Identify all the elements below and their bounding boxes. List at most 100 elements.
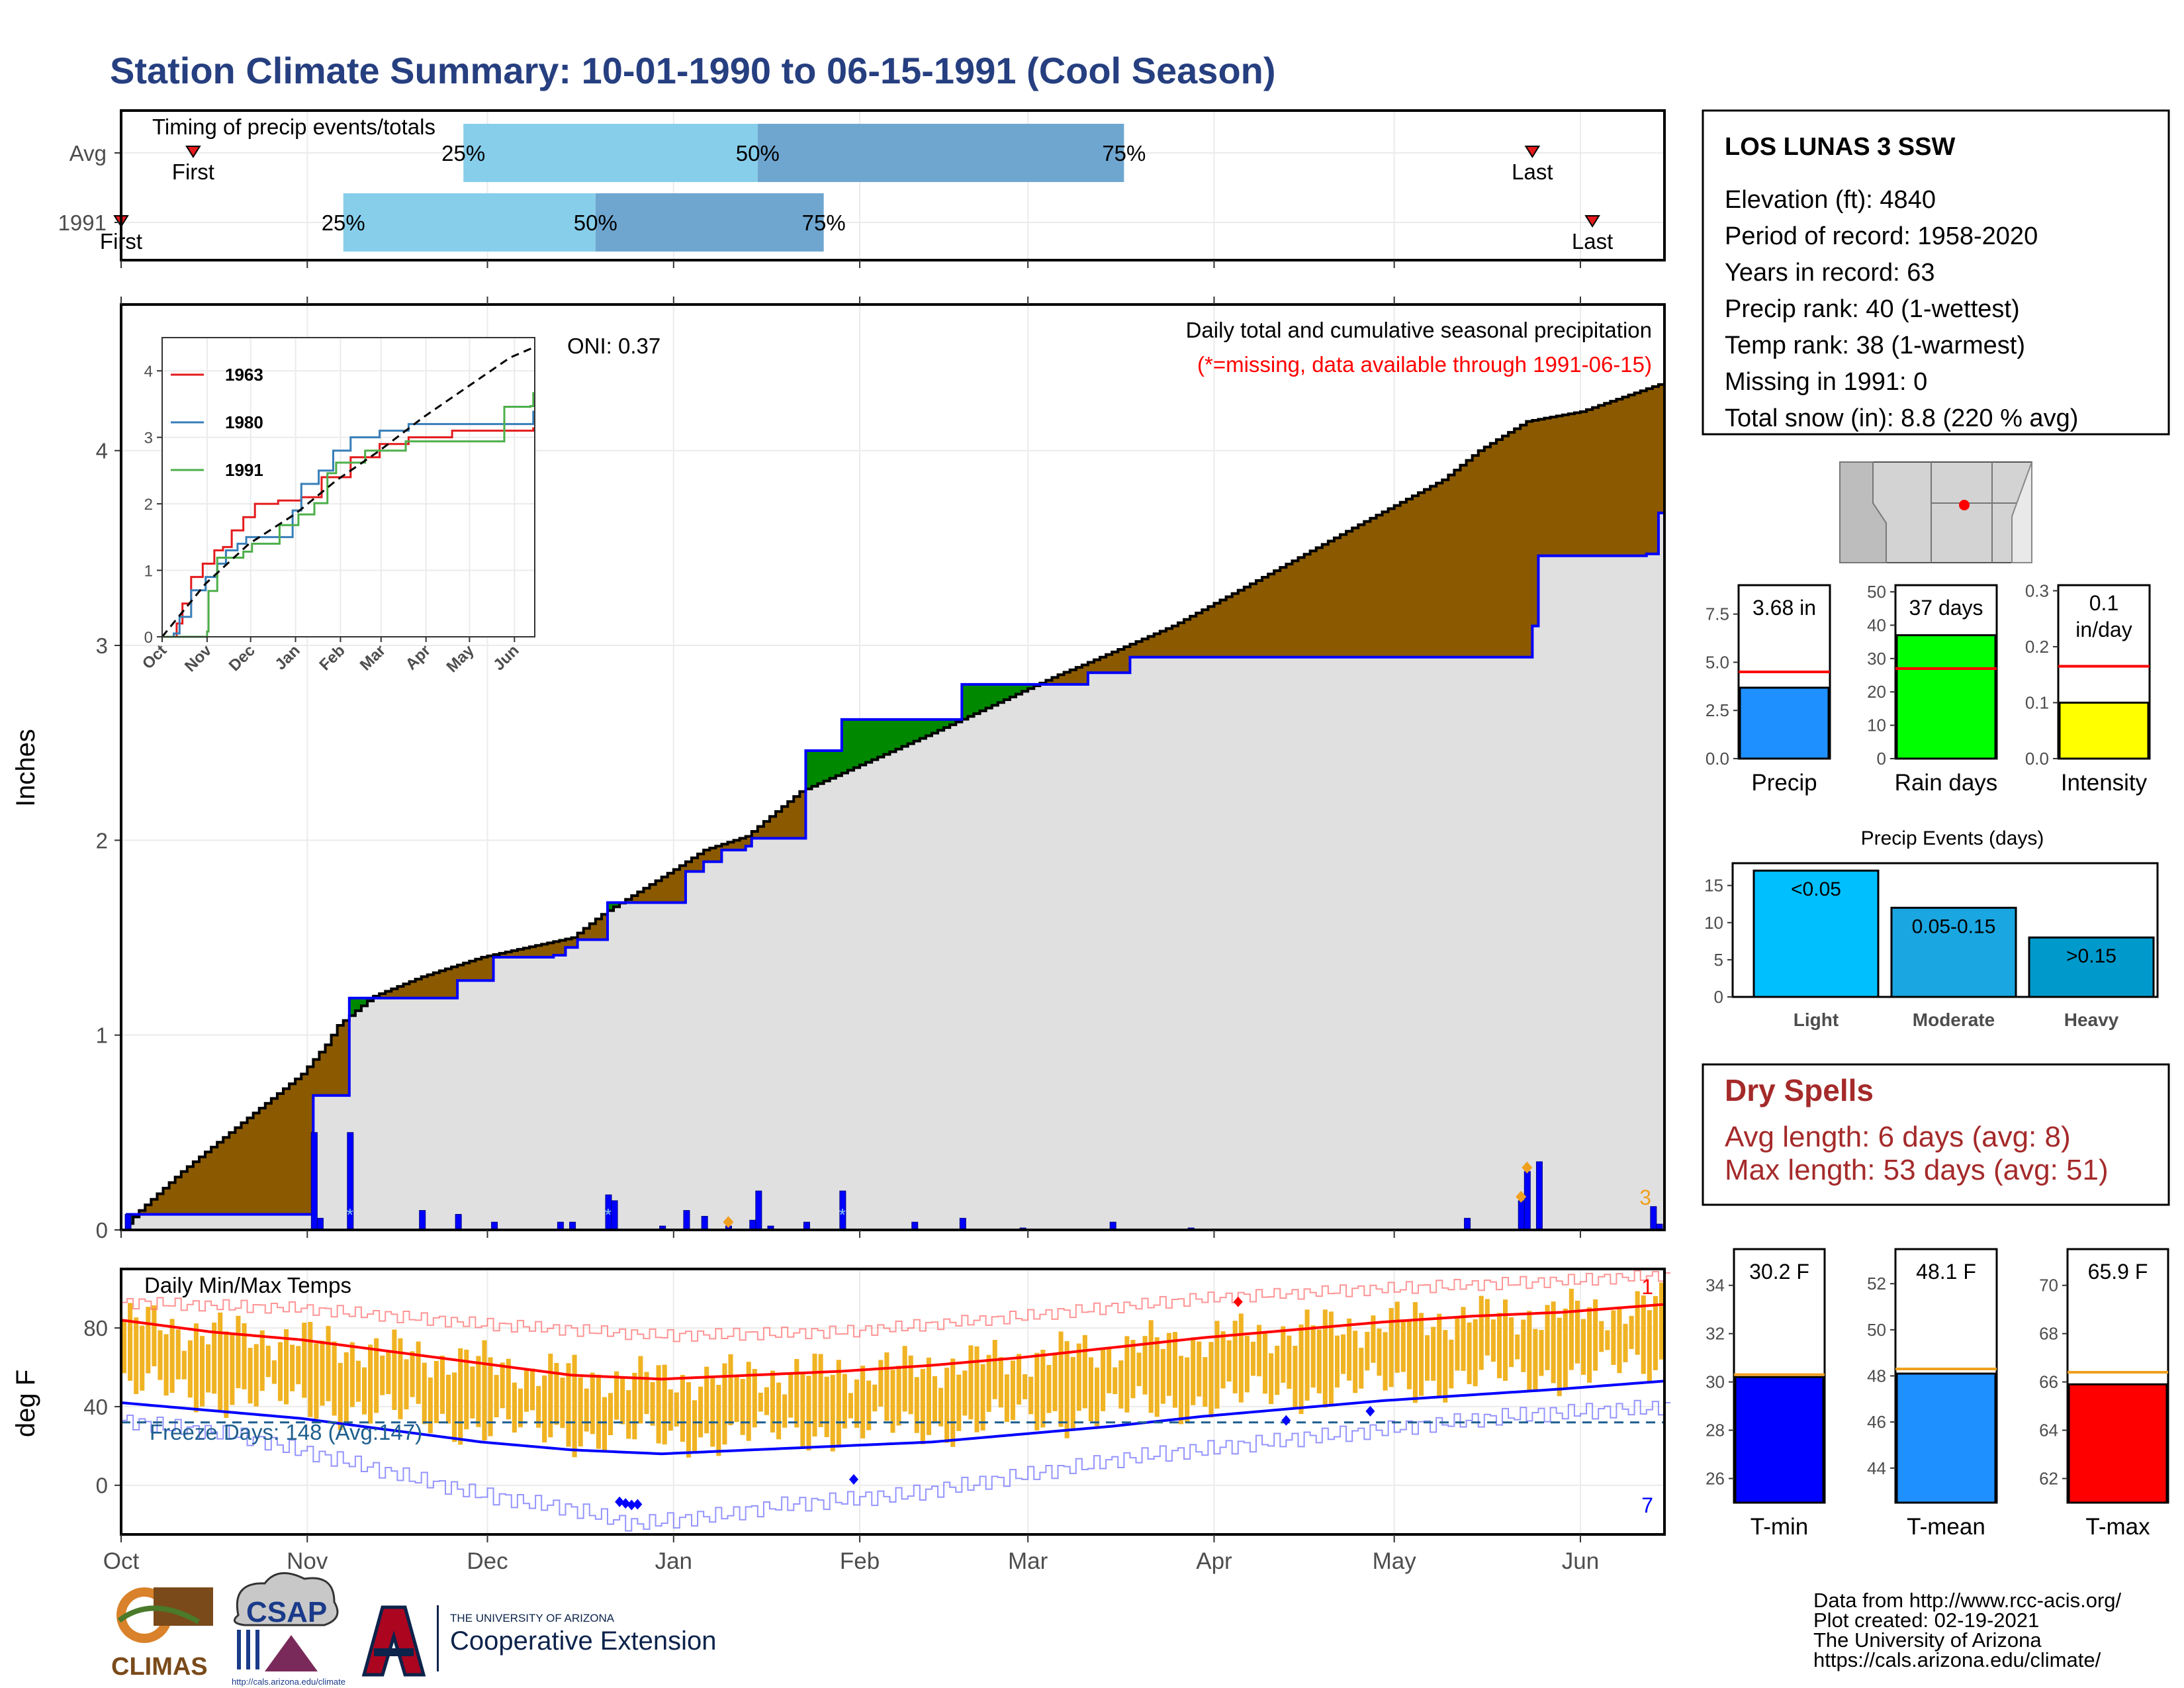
daily-temp-range-bar [548,1353,553,1438]
precip-base-fill [1075,684,1083,1230]
daily-temp-range-bar [1322,1309,1328,1408]
daily-temp-range-bar [788,1374,794,1418]
precip-deficit-fill [577,933,584,940]
precip-deficit-fill [649,884,657,903]
record-min-marker [1365,1405,1375,1417]
mini-chart-tick-label: 0.0 [2025,749,2049,769]
daily-temp-range-bar [1017,1354,1022,1405]
mini-chart-tick-label: 5.0 [1706,652,1729,672]
precip-base-fill [1640,555,1647,1230]
timing-bar-25-50 [463,124,758,182]
precip-base-fill [1532,626,1539,1230]
record-min-marker [627,1499,637,1511]
precip-deficit-fill [1226,596,1233,657]
precip-base-fill [601,939,608,1230]
precip-base-fill [145,1214,152,1230]
daily-temp-range-bar [1136,1352,1142,1386]
mini-chart-tick-label: 0.0 [1706,749,1729,769]
station-detail-line: Years in record: 63 [1725,259,1935,287]
precip-deficit-fill [625,899,632,903]
precip-deficit-fill [1124,647,1131,673]
daily-temp-range-bar [662,1364,667,1445]
precip-deficit-fill [1472,455,1479,657]
daily-temp-range-bar [1406,1319,1412,1389]
precip-deficit-fill [1388,508,1395,657]
daily-temp-range-bar [800,1374,805,1447]
precip-deficit-fill [709,848,716,862]
precip-base-fill [397,998,404,1230]
daily-temp-range-bar [590,1372,595,1434]
daily-precip-bar [683,1210,690,1231]
page-title: Station Climate Summary: 10-01-1990 to 0… [110,50,1276,91]
daily-temp-range-bar [878,1360,884,1407]
precip-base-fill [1490,657,1497,1230]
mini-chart-tick-label: 50 [1867,582,1886,602]
daily-temp-range-bar [554,1362,559,1425]
daily-temp-range-bar [704,1366,709,1434]
daily-temp-range-bar [1629,1315,1634,1349]
inset-axis-tick-label: 2 [144,496,153,514]
mini-chart-tick-label: 0.3 [2025,581,2049,600]
precip-deficit-fill [715,846,722,862]
precip-base-fill [1022,691,1028,1230]
mini-chart-tick-label: 52 [1867,1274,1886,1293]
precip-deficit-fill [1448,475,1455,657]
precip-deficit-fill [1136,641,1143,657]
daily-temp-range-bar [974,1346,979,1432]
precip-events-bar-label: >0.15 [2066,945,2116,967]
inset-axis-tick-label: 3 [144,430,153,447]
daily-temp-range-bar [1275,1345,1280,1395]
precip-surplus-fill [1009,684,1017,697]
daily-temp-range-bar [1107,1348,1112,1393]
precip-base-fill [974,714,981,1230]
daily-temp-range-bar [416,1341,421,1404]
precip-base-fill [968,716,975,1230]
precip-deficit-fill [1202,610,1208,657]
precip-deficit-fill [1514,428,1521,657]
temp-panel: Daily Min/Max Temps Freeze Days: 148 (Avg… [11,1268,1671,1542]
precip-base-fill [944,727,950,1230]
daily-temp-range-bar [175,1329,181,1380]
mini-chart-tick-label: 0 [1877,749,1886,769]
precip-deficit-fill [541,944,548,957]
precip-deficit-fill [523,948,530,957]
precip-base-fill [1598,555,1605,1230]
precip-base-fill [493,957,500,1230]
precip-deficit-fill [769,816,776,839]
timing-panel-label: Timing of precip events/totals [152,115,435,139]
precip-deficit-fill [427,974,434,998]
precip-deficit-fill [169,1182,176,1215]
precip-base-fill [607,910,614,1230]
precip-base-fill [727,850,735,1230]
daily-temp-range-bar [1046,1364,1052,1413]
daily-temp-range-bar [343,1352,349,1425]
daily-temp-range-bar [1244,1335,1250,1393]
inset-frame [161,337,535,637]
precip-deficit-fill [1250,583,1257,657]
daily-temp-range-bar [854,1379,860,1428]
daily-temp-range-bar [746,1362,751,1441]
precip-deficit-fill [1400,502,1407,657]
precip-deficit-fill [1418,492,1425,657]
precip-base-fill [794,838,800,1230]
daily-temp-range-bar [1166,1333,1171,1396]
record-max-marker [1233,1296,1243,1307]
daily-temp-range-bar [620,1377,625,1425]
precip-base-fill [751,838,758,1230]
location-map [1839,461,2032,563]
precip-base-fill [367,1001,374,1230]
daily-temp-range-bar [956,1374,962,1431]
precip-deficit-fill [445,968,452,998]
daily-temp-range-bar [734,1374,739,1423]
daily-temp-range-bar [152,1305,157,1367]
precip-deficit-fill [1334,538,1341,657]
daily-temp-range-bar [890,1370,895,1433]
daily-temp-range-bar [1347,1318,1352,1381]
daily-temp-range-bar [752,1369,757,1428]
daily-temp-range-bar [1250,1341,1255,1376]
precip-base-fill [319,1095,326,1230]
precip-base-fill [782,838,788,1230]
timing-percent-label: 25% [441,141,485,165]
precip-deficit-fill [1178,622,1185,657]
precip-base-fill [391,998,398,1230]
